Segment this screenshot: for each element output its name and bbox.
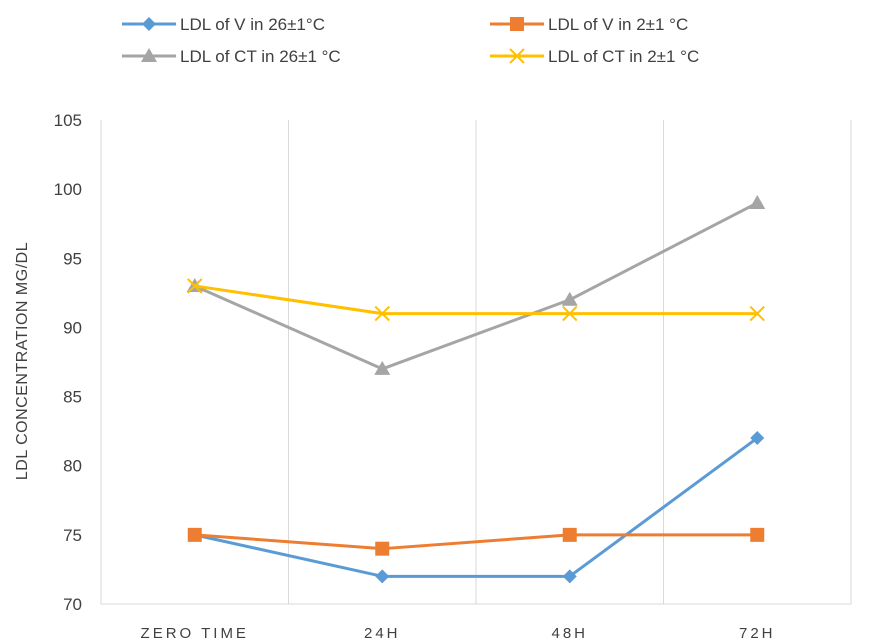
legend-item: LDL of V in 2±1 °C bbox=[490, 15, 688, 34]
series-group bbox=[186, 194, 766, 584]
y-tick-label: 90 bbox=[63, 318, 82, 337]
gridlines bbox=[100, 120, 852, 605]
legend-label: LDL of V in 26±1°C bbox=[180, 15, 325, 34]
legend-label: LDL of CT in 26±1 °C bbox=[180, 47, 341, 66]
y-axis-title: LDL CONCENTRATION MG/DL bbox=[14, 242, 31, 480]
y-tick-label: 105 bbox=[54, 111, 82, 130]
data-point bbox=[750, 527, 765, 542]
legend-marker bbox=[509, 48, 525, 64]
legend-marker bbox=[142, 17, 156, 31]
y-tick-label: 100 bbox=[54, 180, 82, 199]
series-ldl-of-ct-in-2-1-c bbox=[187, 278, 765, 322]
y-tick-label: 95 bbox=[63, 249, 82, 268]
x-tick-label: ZERO TIME bbox=[141, 625, 249, 641]
data-point bbox=[374, 360, 391, 375]
series-line bbox=[193, 436, 759, 578]
legend-item: LDL of CT in 26±1 °C bbox=[122, 47, 341, 66]
data-point bbox=[749, 305, 765, 322]
y-axis-ticks: 70 75 80 85 90 95 100 105 bbox=[54, 111, 82, 614]
x-tick-label: 72H bbox=[739, 625, 776, 641]
series-line bbox=[193, 284, 759, 316]
data-point bbox=[187, 527, 202, 542]
series-ldl-of-v-in-2-1-c bbox=[187, 527, 765, 556]
x-tick-label: 24H bbox=[364, 625, 401, 641]
legend-item: LDL of V in 26±1°C bbox=[122, 15, 325, 34]
legend-label: LDL of CT in 2±1 °C bbox=[548, 47, 699, 66]
y-tick-label: 85 bbox=[63, 388, 82, 407]
x-axis-ticks: ZERO TIME 24H 48H 72H bbox=[141, 625, 776, 641]
legend-marker bbox=[510, 17, 524, 31]
legend-item: LDL of CT in 2±1 °C bbox=[490, 47, 699, 66]
data-point bbox=[562, 305, 578, 322]
y-tick-label: 80 bbox=[63, 457, 82, 476]
legend-marker bbox=[141, 48, 157, 62]
y-tick-label: 75 bbox=[63, 526, 82, 545]
data-point bbox=[375, 541, 390, 556]
data-point bbox=[561, 291, 578, 306]
x-tick-label: 48H bbox=[551, 625, 588, 641]
data-point bbox=[375, 569, 390, 584]
data-point bbox=[562, 569, 577, 584]
series-line bbox=[193, 533, 759, 551]
data-point bbox=[562, 527, 577, 542]
data-point bbox=[187, 278, 203, 294]
y-tick-label: 70 bbox=[63, 595, 82, 614]
data-point bbox=[374, 305, 390, 322]
legend: LDL of V in 26±1°C LDL of V in 2±1 °C LDL … bbox=[122, 15, 699, 66]
data-point bbox=[750, 431, 765, 446]
legend-label: LDL of V in 2±1 °C bbox=[548, 15, 688, 34]
data-point bbox=[749, 194, 766, 209]
series-line bbox=[193, 201, 759, 371]
